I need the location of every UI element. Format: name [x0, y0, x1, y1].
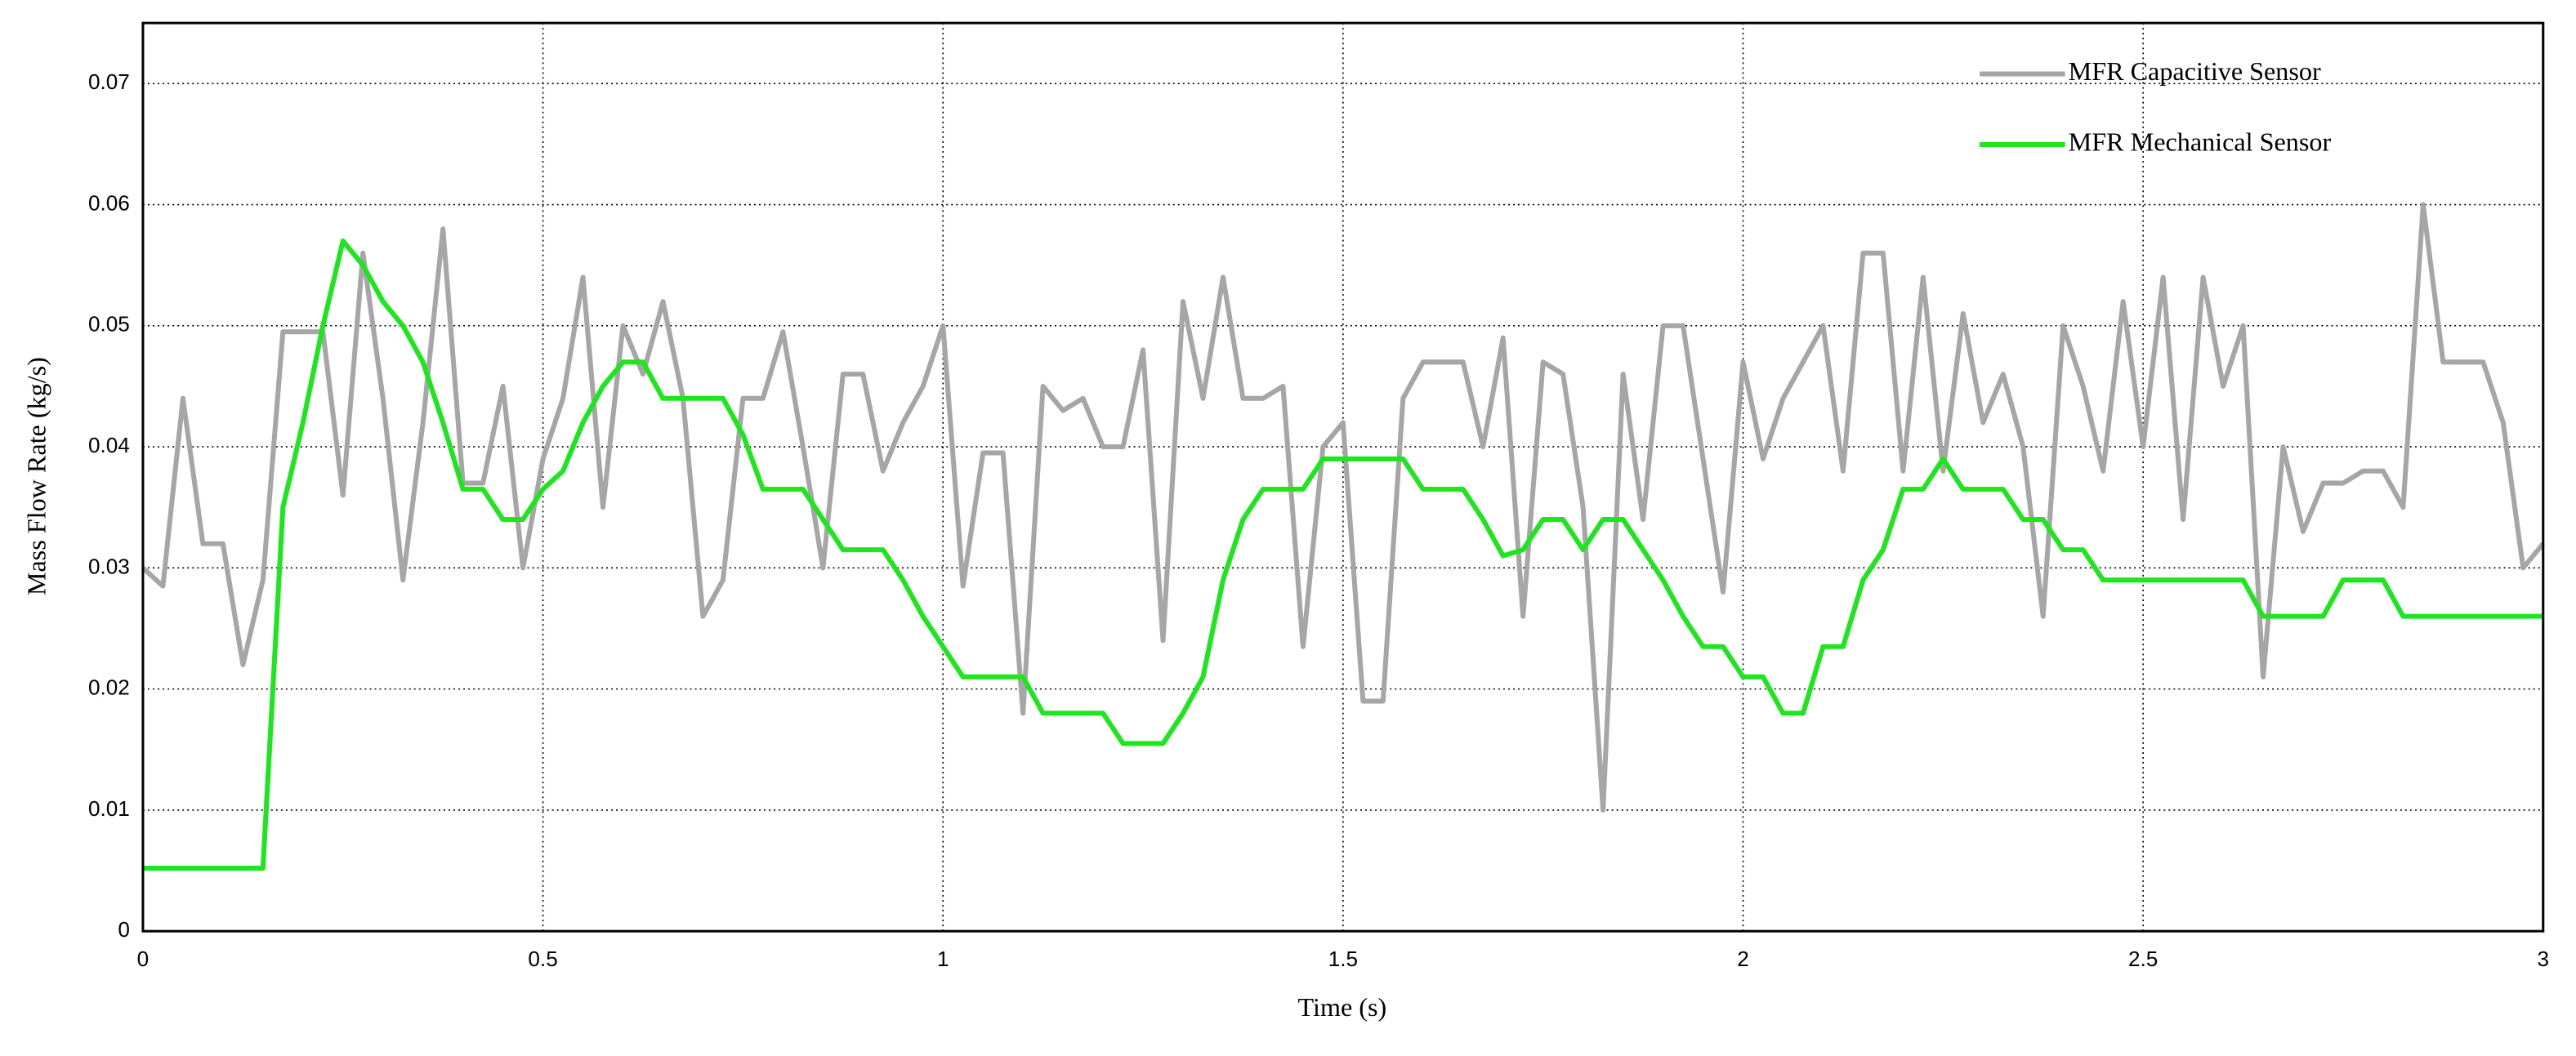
data-line	[141, 202, 2546, 813]
x-tick-label: 2.5	[2128, 947, 2158, 971]
x-tick-label: 0	[137, 947, 150, 971]
x-tick-label: 1	[937, 947, 949, 971]
y-tick-label: 0.03	[88, 554, 130, 578]
legend-label: MFR Capacitive Sensor	[2069, 56, 2321, 86]
plot-frame	[141, 21, 2545, 933]
x-tick-label: 2	[1737, 947, 1749, 971]
y-tick-label: 0.02	[88, 675, 130, 700]
legend-label: MFR Mechanical Sensor	[2069, 127, 2332, 156]
y-axis-label: Mass Flow Rate (kg/s)	[22, 357, 51, 595]
x-tick-label: 0.5	[528, 947, 557, 971]
y-tick-label: 0.07	[88, 69, 130, 94]
y-tick-label: 0.06	[88, 190, 130, 215]
x-tick-label: 1.5	[1328, 947, 1358, 971]
x-tick-label: 3	[2538, 947, 2550, 971]
y-tick-label: 0.04	[88, 433, 130, 457]
data-line	[142, 238, 2543, 871]
y-tick-label: 0.01	[88, 796, 130, 821]
y-tick-label: 0	[118, 917, 130, 942]
y-tick-label: 0.05	[88, 312, 130, 336]
x-axis-label: Time (s)	[1298, 992, 1387, 1022]
